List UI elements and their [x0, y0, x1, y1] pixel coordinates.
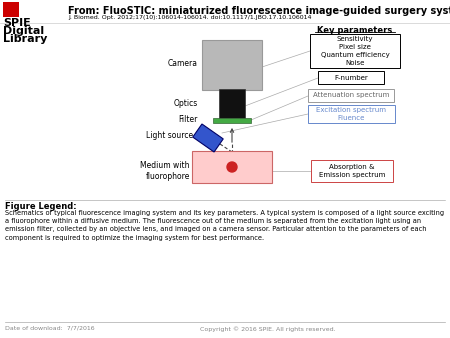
Text: Excitation spectrum
Fluence: Excitation spectrum Fluence	[316, 107, 387, 121]
Bar	[219, 89, 245, 118]
Text: Date of download:  7/7/2016: Date of download: 7/7/2016	[5, 326, 94, 331]
Text: Digital: Digital	[3, 26, 44, 36]
Text: Absorption &
Emission spectrum: Absorption & Emission spectrum	[319, 164, 385, 178]
Text: Attenuation spectrum: Attenuation spectrum	[313, 93, 389, 98]
Text: Copyright © 2016 SPIE. All rights reserved.: Copyright © 2016 SPIE. All rights reserv…	[200, 326, 336, 332]
Text: Camera: Camera	[168, 59, 198, 69]
Text: SPIE: SPIE	[3, 18, 31, 28]
Text: Library: Library	[3, 34, 47, 44]
Bar	[202, 40, 262, 90]
Text: F-number: F-number	[334, 74, 368, 80]
Text: Schematics of typical fluorescence imaging system and its key parameters. A typi: Schematics of typical fluorescence imagi…	[5, 210, 444, 241]
Circle shape	[227, 162, 237, 172]
Text: Filter: Filter	[179, 116, 198, 124]
Text: Light source: Light source	[146, 130, 193, 140]
Text: Medium with
fluorophore: Medium with fluorophore	[140, 161, 190, 182]
Bar	[192, 151, 272, 183]
Bar	[308, 105, 395, 123]
Text: From: FluoSTIC: miniaturized fluorescence image-guided surgery system: From: FluoSTIC: miniaturized fluorescenc…	[68, 6, 450, 16]
Bar	[311, 160, 393, 182]
Bar	[310, 34, 400, 68]
Text: J. Biomed. Opt. 2012;17(10):106014-106014. doi:10.1117/1.JBO.17.10.106014: J. Biomed. Opt. 2012;17(10):106014-10601…	[68, 15, 311, 20]
Text: Optics: Optics	[174, 98, 198, 107]
Bar	[213, 118, 251, 123]
Bar	[318, 71, 384, 84]
Bar	[3, 2, 19, 17]
Text: Sensitivity
Pixel size
Quantum efficiency
Noise: Sensitivity Pixel size Quantum efficienc…	[320, 37, 389, 66]
Text: Figure Legend:: Figure Legend:	[5, 202, 76, 211]
Text: Key parameters: Key parameters	[317, 26, 392, 35]
Polygon shape	[193, 124, 223, 152]
Bar	[308, 89, 394, 102]
